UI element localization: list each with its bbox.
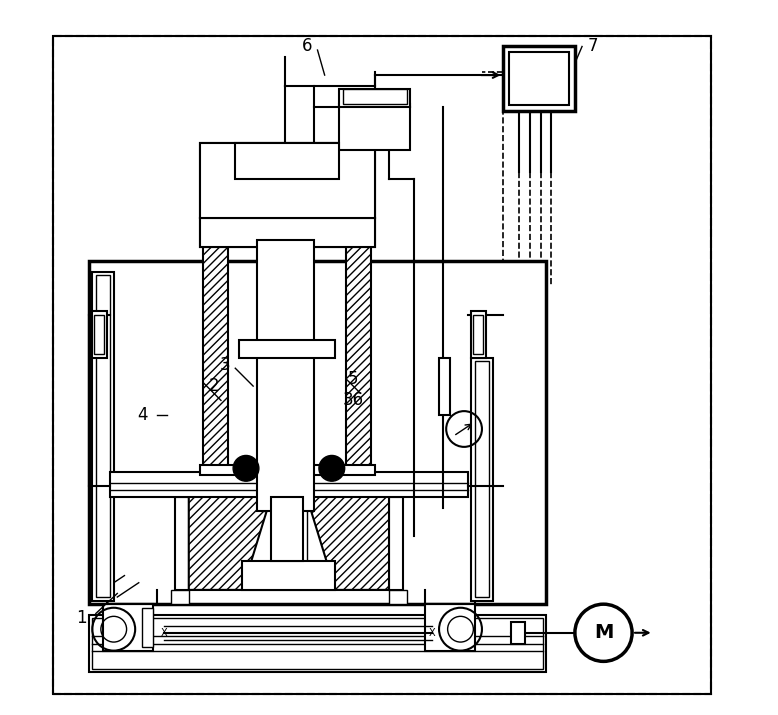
- Bar: [471, 358, 492, 601]
- Bar: [257, 240, 314, 511]
- Bar: [199, 465, 375, 475]
- Bar: [93, 272, 114, 601]
- Bar: [93, 311, 107, 358]
- Bar: [389, 590, 407, 604]
- Text: 1: 1: [76, 609, 87, 628]
- Bar: [142, 608, 153, 647]
- Bar: [94, 315, 104, 354]
- Text: 2: 2: [209, 377, 219, 395]
- Bar: [271, 497, 303, 561]
- Text: 6: 6: [302, 37, 312, 56]
- Bar: [103, 604, 153, 651]
- Bar: [342, 89, 407, 104]
- Bar: [509, 52, 569, 105]
- Text: 5: 5: [348, 370, 359, 388]
- Polygon shape: [346, 243, 371, 472]
- Bar: [473, 315, 483, 354]
- Circle shape: [233, 455, 259, 481]
- Text: 3: 3: [219, 355, 230, 374]
- Text: 7: 7: [587, 37, 598, 56]
- Polygon shape: [199, 143, 375, 218]
- Bar: [93, 618, 543, 669]
- Circle shape: [319, 455, 345, 481]
- Polygon shape: [199, 218, 375, 247]
- Bar: [471, 311, 485, 358]
- Bar: [439, 358, 450, 415]
- Bar: [110, 472, 468, 497]
- Bar: [503, 46, 575, 111]
- Bar: [199, 218, 375, 247]
- Bar: [243, 561, 335, 590]
- Text: X: X: [429, 628, 435, 638]
- Bar: [89, 261, 546, 604]
- Bar: [339, 89, 411, 107]
- Text: 4: 4: [137, 405, 148, 424]
- Bar: [96, 275, 110, 597]
- Bar: [339, 104, 411, 150]
- Polygon shape: [189, 497, 271, 590]
- Bar: [171, 590, 189, 604]
- Bar: [510, 622, 525, 644]
- Bar: [475, 361, 489, 597]
- Text: 36: 36: [342, 391, 364, 410]
- Text: X: X: [160, 628, 167, 638]
- Text: M: M: [594, 623, 613, 642]
- Bar: [174, 497, 403, 590]
- Polygon shape: [203, 243, 228, 472]
- Bar: [235, 143, 339, 179]
- Bar: [239, 340, 335, 358]
- Bar: [89, 615, 546, 672]
- Polygon shape: [307, 497, 389, 590]
- Bar: [425, 604, 475, 651]
- Bar: [199, 143, 375, 218]
